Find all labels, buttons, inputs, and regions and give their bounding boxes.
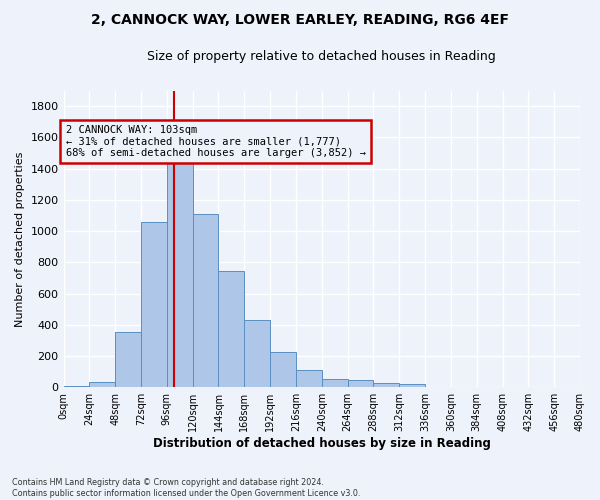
Bar xyxy=(270,352,296,388)
Text: 2, CANNOCK WAY, LOWER EARLEY, READING, RG6 4EF: 2, CANNOCK WAY, LOWER EARLEY, READING, R… xyxy=(91,12,509,26)
Text: 2 CANNOCK WAY: 103sqm
← 31% of detached houses are smaller (1,777)
68% of semi-d: 2 CANNOCK WAY: 103sqm ← 31% of detached … xyxy=(65,125,365,158)
Bar xyxy=(167,158,193,388)
Bar xyxy=(322,378,347,388)
Bar xyxy=(64,386,89,388)
Bar xyxy=(296,370,322,388)
Bar xyxy=(399,384,425,388)
Title: Size of property relative to detached houses in Reading: Size of property relative to detached ho… xyxy=(148,50,496,63)
Bar xyxy=(141,222,167,388)
Bar xyxy=(89,382,115,388)
Bar xyxy=(373,382,399,388)
Bar xyxy=(347,380,373,388)
Bar xyxy=(193,214,218,388)
Bar xyxy=(425,386,451,388)
X-axis label: Distribution of detached houses by size in Reading: Distribution of detached houses by size … xyxy=(153,437,491,450)
Y-axis label: Number of detached properties: Number of detached properties xyxy=(15,152,25,326)
Bar xyxy=(244,320,270,388)
Bar xyxy=(115,332,141,388)
Bar xyxy=(218,271,244,388)
Text: Contains HM Land Registry data © Crown copyright and database right 2024.
Contai: Contains HM Land Registry data © Crown c… xyxy=(12,478,361,498)
Bar xyxy=(451,386,477,388)
